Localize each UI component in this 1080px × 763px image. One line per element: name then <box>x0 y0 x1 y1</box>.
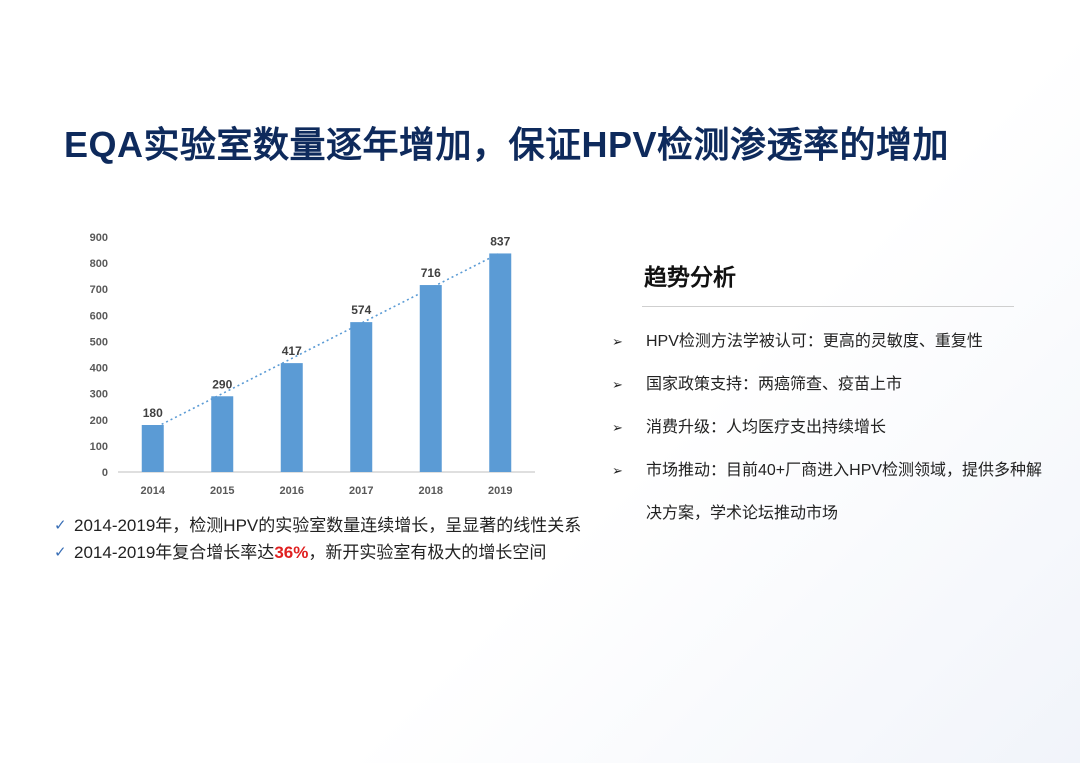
y-tick-label: 100 <box>90 441 108 453</box>
page-title: EQA实验室数量逐年增加，保证HPV检测渗透率的增加 <box>64 124 950 165</box>
bar-2015 <box>211 396 234 472</box>
data-label-2018: 716 <box>421 266 441 280</box>
trend-item-text: 市场推动：目前40+厂商进入HPV检测领域，提供多种解决方案，学术论坛推动市场 <box>646 462 1043 522</box>
summary-bullet-text: 2014-2019年，检测HPV的实验室数量连续增长，呈显著的线性关系 <box>74 516 582 535</box>
summary-bullet-linear: ✓ 2014-2019年，检测HPV的实验室数量连续增长，呈显著的线性关系 <box>54 512 614 539</box>
summary-bullet-cagr: ✓ 2014-2019年复合增长率达36%，新开实验室有极大的增长空间 <box>54 539 614 566</box>
y-tick-label: 200 <box>90 415 108 427</box>
trend-item-text: 消费升级：人均医疗支出持续增长 <box>646 419 887 436</box>
y-tick-label: 500 <box>90 336 108 348</box>
x-tick-label-2016: 2016 <box>280 485 304 497</box>
x-tick-label-2017: 2017 <box>349 485 373 497</box>
trend-item-text: HPV检测方法学被认可：更高的灵敏度、重复性 <box>646 333 983 350</box>
x-tick-label-2015: 2015 <box>210 485 234 497</box>
panel-divider <box>642 306 1014 307</box>
arrow-bullet-icon: ➢ <box>612 463 623 478</box>
data-label-2015: 290 <box>212 377 232 391</box>
summary-bullet-pre: 2014-2019年复合增长率达 <box>74 543 275 562</box>
data-label-2019: 837 <box>490 234 510 248</box>
summary-bullets: ✓ 2014-2019年，检测HPV的实验室数量连续增长，呈显著的线性关系 ✓ … <box>54 512 614 566</box>
trend-item-market: ➢ 市场推动：目前40+厂商进入HPV检测领域，提供多种解决方案，学术论坛推动市… <box>610 449 1050 535</box>
check-icon: ✓ <box>54 517 67 534</box>
data-label-2014: 180 <box>143 406 163 420</box>
summary-bullet-post: ，新开实验室有极大的增长空间 <box>308 543 547 562</box>
x-tick-label-2018: 2018 <box>419 485 443 497</box>
check-icon: ✓ <box>54 544 67 561</box>
data-label-2016: 417 <box>282 344 302 358</box>
trend-analysis-title: 趋势分析 <box>644 264 736 290</box>
trend-item-method: ➢ HPV检测方法学被认可：更高的灵敏度、重复性 <box>610 320 1050 363</box>
y-tick-label: 400 <box>90 363 108 375</box>
x-tick-label-2014: 2014 <box>141 485 166 497</box>
bar-2017 <box>350 322 373 472</box>
y-tick-label: 0 <box>102 467 108 479</box>
bar-2019 <box>489 253 512 472</box>
y-tick-label: 700 <box>90 284 108 296</box>
y-tick-label: 300 <box>90 389 108 401</box>
trend-item-text: 国家政策支持：两癌筛查、疫苗上市 <box>646 376 903 393</box>
y-tick-label: 800 <box>90 258 108 270</box>
x-tick-label-2019: 2019 <box>488 485 512 497</box>
arrow-bullet-icon: ➢ <box>612 420 623 435</box>
trend-item-policy: ➢ 国家政策支持：两癌筛查、疫苗上市 <box>610 363 1050 406</box>
bar-2018 <box>419 285 442 472</box>
trend-item-consumption: ➢ 消费升级：人均医疗支出持续增长 <box>610 406 1050 449</box>
y-tick-label: 900 <box>90 232 108 244</box>
trendline <box>152 252 501 430</box>
data-label-2017: 574 <box>351 303 371 317</box>
bar-2014 <box>141 425 164 472</box>
lab-count-bar-chart: 0 100 200 300 400 500 600 700 800 900 180 2014 290 20… <box>90 232 535 497</box>
cagr-highlight: 36% <box>274 543 309 562</box>
bar-2016 <box>280 363 303 472</box>
trend-analysis-list: ➢ HPV检测方法学被认可：更高的灵敏度、重复性 ➢ 国家政策支持：两癌筛查、疫… <box>610 320 1050 535</box>
arrow-bullet-icon: ➢ <box>612 377 623 392</box>
y-tick-label: 600 <box>90 310 108 322</box>
arrow-bullet-icon: ➢ <box>612 334 623 349</box>
